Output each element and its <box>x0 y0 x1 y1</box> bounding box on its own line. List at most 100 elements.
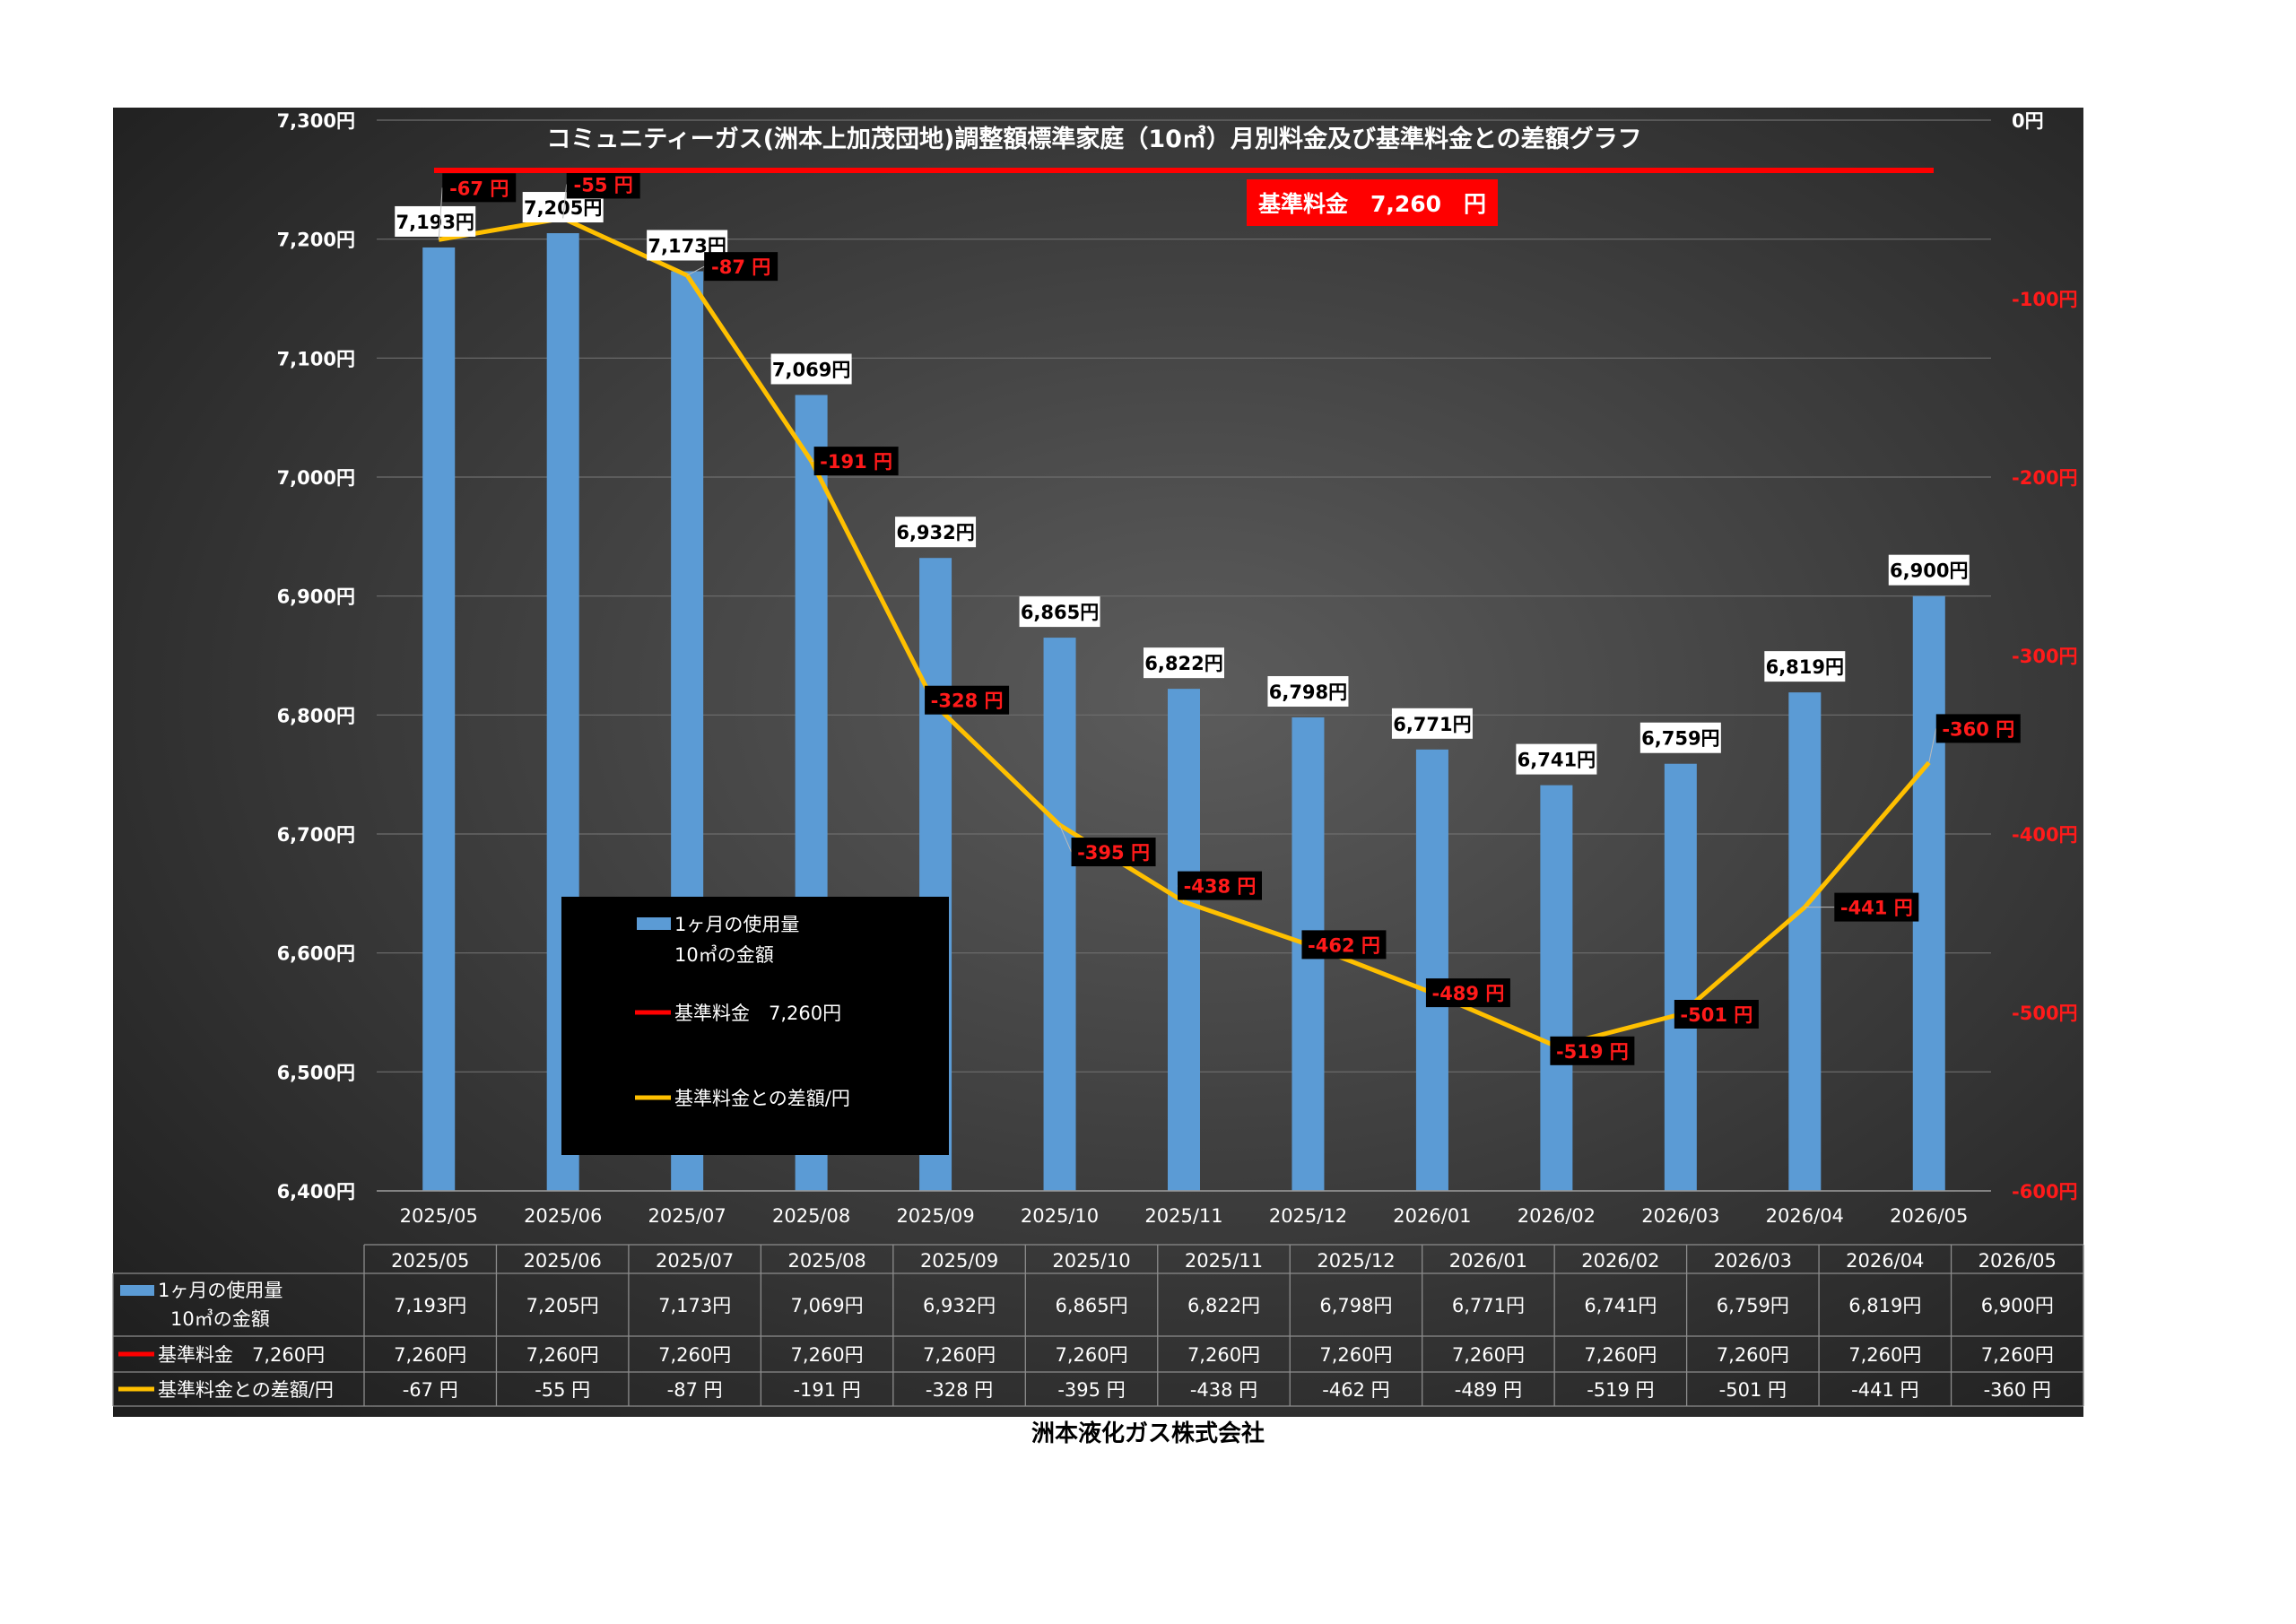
y-left-tick-label: 6,600円 <box>277 943 355 965</box>
table-cell-base: 7,260円 <box>1848 1344 1921 1366</box>
diff-value-label: -501 円 <box>1680 1004 1752 1026</box>
table-cell-diff: -191 円 <box>793 1379 860 1401</box>
bar <box>1415 749 1448 1191</box>
bar-value-label: 6,900円 <box>1890 560 1968 582</box>
table-header: 2026/03 <box>1714 1250 1792 1272</box>
diff-value-label: -462 円 <box>1308 934 1380 956</box>
diff-label-box <box>1935 714 2021 743</box>
legend-box <box>561 897 949 1155</box>
table-cell-diff: -55 円 <box>535 1379 590 1401</box>
y-right-tick-label: 0円 <box>2012 110 2044 132</box>
table-cell-base: 7,260円 <box>658 1344 731 1366</box>
base-price-badge-label: 基準料金 7,260 円 <box>1258 191 1486 217</box>
table-header: 2026/04 <box>1846 1250 1924 1272</box>
bar-value-label: 6,822円 <box>1144 653 1222 674</box>
table-cell-diff: -67 円 <box>403 1379 458 1401</box>
bar-value-label: 6,771円 <box>1393 714 1471 735</box>
table-cell-diff: -328 円 <box>926 1379 993 1401</box>
diff-value-label: -360 円 <box>1942 718 2014 740</box>
x-tick-label: 2026/03 <box>1641 1205 1719 1227</box>
y-right-tick-label: -600円 <box>2012 1181 2078 1203</box>
table-cell-diff: -519 円 <box>1587 1379 1654 1401</box>
diff-value-label: -328 円 <box>931 690 1004 712</box>
table-header: 2025/10 <box>1052 1250 1130 1272</box>
diff-label-box <box>1301 930 1387 960</box>
table-cell-diff: -395 円 <box>1057 1379 1125 1401</box>
bar <box>1168 689 1200 1191</box>
legend-bar-label-2: 10㎥の金額 <box>674 944 774 966</box>
bar-label-box <box>1391 708 1473 739</box>
leader-line <box>686 265 705 276</box>
diff-label-box <box>704 252 778 282</box>
company-name: 洲本液化ガス株式会社 <box>1031 1420 1265 1447</box>
table-cell-base: 7,260円 <box>1717 1344 1789 1366</box>
x-tick-label: 2026/05 <box>1890 1205 1968 1227</box>
leader-line <box>438 187 443 240</box>
table-cell-base: 7,260円 <box>526 1344 599 1366</box>
diff-value-label: -519 円 <box>1556 1041 1629 1063</box>
diff-label-box <box>813 447 899 476</box>
table-cell-price: 7,205円 <box>526 1295 599 1316</box>
x-tick-label: 2025/10 <box>1021 1205 1099 1227</box>
x-tick-label: 2025/12 <box>1269 1205 1347 1227</box>
bar-label-box <box>1516 743 1597 775</box>
table-cell-base: 7,260円 <box>1319 1344 1392 1366</box>
x-tick-label: 2026/04 <box>1766 1205 1844 1227</box>
y-right-tick-label: -500円 <box>2012 1003 2078 1024</box>
diff-label-box <box>1071 838 1156 867</box>
x-tick-label: 2025/11 <box>1144 1205 1222 1227</box>
bar <box>422 247 456 1191</box>
table-cell-price: 6,822円 <box>1187 1295 1260 1316</box>
bar-label-box <box>895 517 977 548</box>
bar-label-box <box>770 353 852 385</box>
bar <box>1043 638 1076 1191</box>
diff-value-label: -438 円 <box>1184 876 1257 898</box>
table-header: 2026/02 <box>1581 1250 1659 1272</box>
base-price-badge <box>1247 179 1498 226</box>
legend-diff-label: 基準料金との差額/円 <box>674 1088 850 1109</box>
bar-label-box <box>1888 554 1970 586</box>
bar <box>1788 692 1822 1191</box>
diff-label-box <box>1425 978 1510 1008</box>
x-tick-label: 2025/05 <box>400 1205 478 1227</box>
table-cell-price: 7,069円 <box>791 1295 864 1316</box>
y-right-tick-label: -300円 <box>2012 646 2078 667</box>
bar <box>1540 785 1573 1191</box>
table-row-label-1b: 10㎥の金額 <box>170 1308 270 1330</box>
table-cell-price: 6,798円 <box>1319 1295 1392 1316</box>
x-tick-label: 2025/06 <box>524 1205 602 1227</box>
y-left-tick-label: 7,000円 <box>277 467 355 489</box>
axes: 6,400円 6,500円 6,600円 6,700円 6,800円 6,900円 7,00… <box>277 110 2078 1227</box>
table-cell-base: 7,260円 <box>1452 1344 1525 1366</box>
x-tick-label: 2025/07 <box>648 1205 726 1227</box>
table-cell-diff: -87 円 <box>667 1379 723 1401</box>
diff-value-label: -55 円 <box>574 174 633 195</box>
y-left-tick-label: 7,300円 <box>277 110 355 132</box>
bar-value-label: 6,819円 <box>1766 656 1844 678</box>
data-table: 2025/05 7,193円 7,260円 -67 円 2025/06 7,205円 7,2… <box>112 1244 2084 1407</box>
table-header: 2025/07 <box>656 1250 734 1272</box>
data-labels: 7,193円7,205円7,173円7,069円6,932円6,865円6,82… <box>395 169 2021 1065</box>
table-cell-base: 7,260円 <box>394 1344 466 1366</box>
table-header: 2025/12 <box>1317 1250 1395 1272</box>
bar-label-box <box>1267 675 1349 707</box>
bar-value-label: 6,759円 <box>1641 728 1719 750</box>
table-cell-base: 7,260円 <box>1981 1344 2054 1366</box>
table-header: 2025/08 <box>787 1250 865 1272</box>
bar-label-box <box>1144 647 1224 679</box>
bar-value-label: 6,798円 <box>1269 682 1347 703</box>
table-cell-price: 6,771円 <box>1452 1295 1525 1316</box>
bar-value-label: 7,193円 <box>396 212 474 233</box>
y-left-tick-label: 6,900円 <box>277 586 355 608</box>
table-cell-diff: -360 円 <box>1984 1379 2051 1401</box>
table-header: 2025/09 <box>920 1250 998 1272</box>
y-left-tick-label: 7,200円 <box>277 230 355 251</box>
x-tick-label: 2025/08 <box>772 1205 850 1227</box>
table-row-label-3: 基準料金との差額/円 <box>158 1379 334 1401</box>
table-cell-price: 7,173円 <box>658 1295 731 1316</box>
diff-label-box <box>566 169 640 199</box>
diff-label-box <box>1674 999 1759 1029</box>
table-cell-diff: -441 円 <box>1851 1379 1918 1401</box>
